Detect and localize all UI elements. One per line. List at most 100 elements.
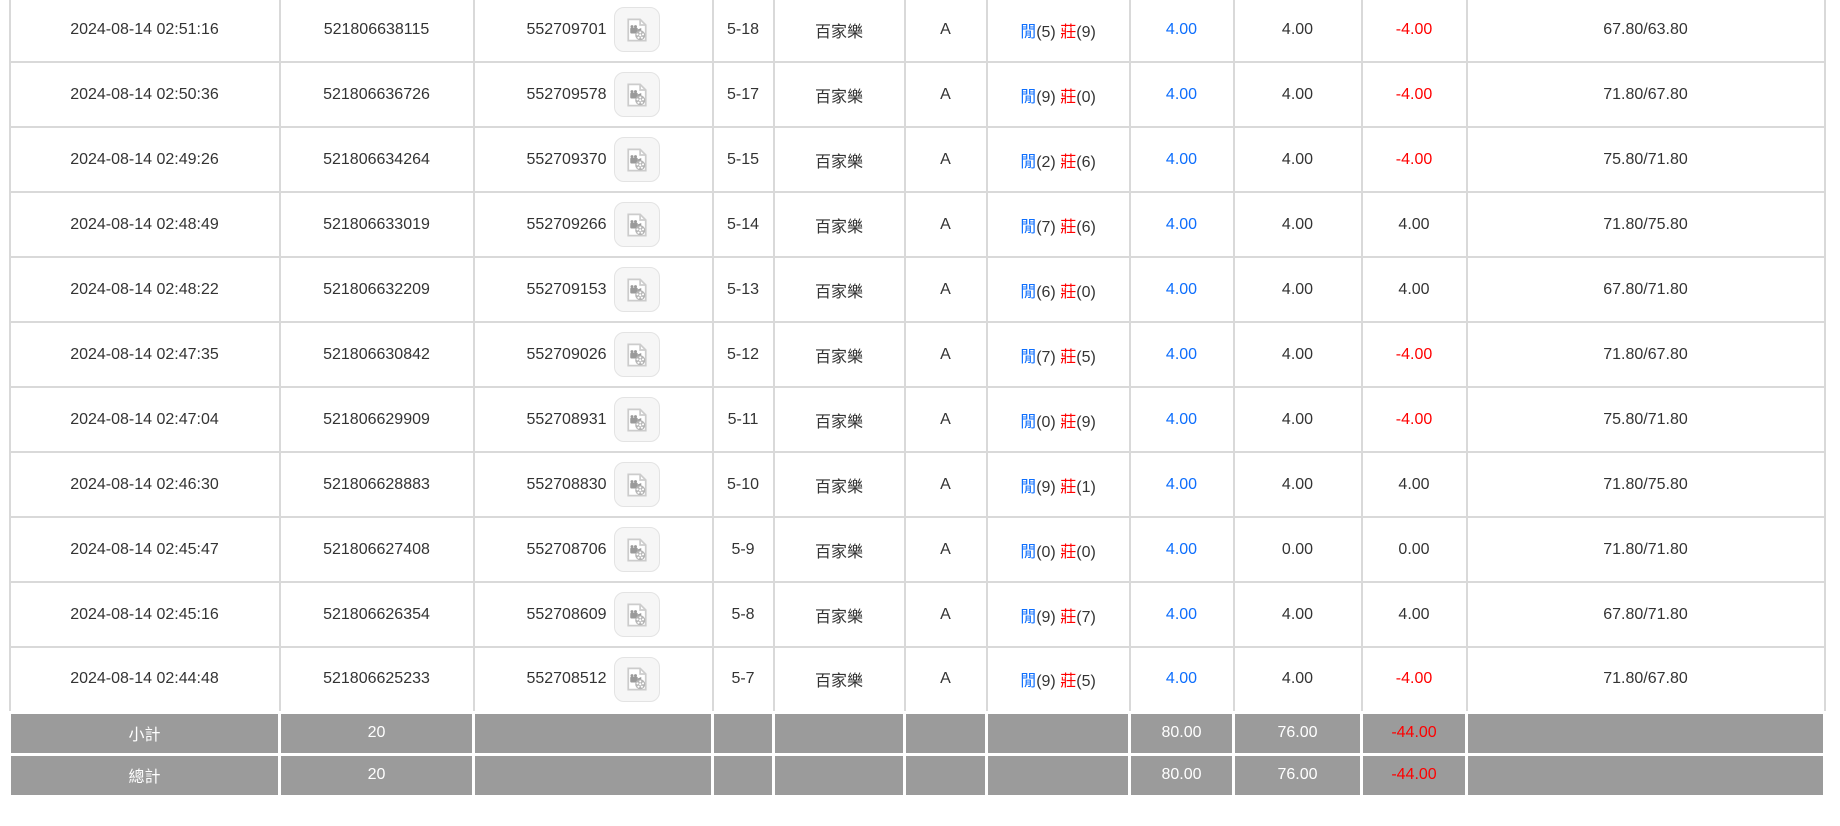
win-loss: 0.00 xyxy=(1360,516,1468,583)
valid-amount: 4.00 xyxy=(1232,581,1363,648)
game-id: 552709026 xyxy=(526,345,607,363)
game-type: 百家樂 xyxy=(772,321,906,388)
subtotal-empty-cell xyxy=(903,710,988,756)
bet-amount-cell: 4.00 xyxy=(1128,646,1235,713)
subtotal-empty-cell xyxy=(1465,710,1826,756)
round-number: 5-8 xyxy=(711,581,775,648)
game-id-cell: 552709153 xyxy=(472,256,714,323)
video-file-icon xyxy=(626,343,647,366)
total-count: 20 xyxy=(278,752,475,798)
win-loss: 4.00 xyxy=(1360,451,1468,518)
balance-before-after: 71.80/67.80 xyxy=(1465,321,1826,388)
bet-id: 521806625233 xyxy=(278,646,475,713)
valid-amount: 4.00 xyxy=(1232,61,1363,128)
subtotal-empty-cell xyxy=(711,710,775,756)
game-type: 百家樂 xyxy=(772,581,906,648)
bet-time: 2024-08-14 02:46:30 xyxy=(8,451,281,518)
player-result-score: (0) xyxy=(1036,413,1056,431)
subtotal-count: 20 xyxy=(278,710,475,756)
banker-result-score: (6) xyxy=(1076,153,1096,171)
video-file-icon xyxy=(626,473,647,496)
bet-amount-link[interactable]: 4.00 xyxy=(1165,475,1198,493)
bet-record-row: 2024-08-14 02:44:48 521806625233 5527085… xyxy=(8,646,1826,713)
bet-id: 521806632209 xyxy=(278,256,475,323)
bet-amount-cell: 4.00 xyxy=(1128,0,1235,63)
video-file-icon xyxy=(626,83,647,106)
total-win-loss: -44.00 xyxy=(1360,752,1468,798)
total-label: 總計 xyxy=(8,752,281,798)
bet-amount-link[interactable]: 4.00 xyxy=(1165,345,1198,363)
video-replay-button[interactable] xyxy=(613,202,660,247)
banker-result-score: (9) xyxy=(1076,413,1096,431)
game-result-cell: 閒(7) 莊(5) xyxy=(985,321,1131,388)
table-code: A xyxy=(903,451,988,518)
valid-amount: 4.00 xyxy=(1232,191,1363,258)
video-replay-button[interactable] xyxy=(613,656,660,702)
balance-before-after: 67.80/71.80 xyxy=(1465,581,1826,648)
player-result-score: (9) xyxy=(1036,88,1056,106)
subtotal-label: 小計 xyxy=(8,710,281,756)
bet-amount-cell: 4.00 xyxy=(1128,256,1235,323)
balance-before-after: 67.80/71.80 xyxy=(1465,256,1826,323)
video-replay-button[interactable] xyxy=(613,397,660,442)
total-empty-cell xyxy=(903,752,988,798)
bet-amount-link[interactable]: 4.00 xyxy=(1165,20,1198,38)
video-replay-button[interactable] xyxy=(613,267,660,312)
bet-amount-cell: 4.00 xyxy=(1128,386,1235,453)
bet-time: 2024-08-14 02:44:48 xyxy=(8,646,281,713)
game-result-cell: 閒(9) 莊(0) xyxy=(985,61,1131,128)
video-replay-button[interactable] xyxy=(613,332,660,377)
subtotal-valid-amount: 76.00 xyxy=(1232,710,1363,756)
bet-id: 521806630842 xyxy=(278,321,475,388)
records-summary: 小計 20 80.00 76.00 -44.00 總計 20 xyxy=(8,710,1826,798)
game-type: 百家樂 xyxy=(772,386,906,453)
win-loss: -4.00 xyxy=(1360,126,1468,193)
banker-result-score: (7) xyxy=(1076,608,1096,626)
bet-amount-link[interactable]: 4.00 xyxy=(1165,670,1198,688)
game-id: 552709701 xyxy=(526,20,607,38)
bet-amount-link[interactable]: 4.00 xyxy=(1165,605,1198,623)
balance-before-after: 71.80/75.80 xyxy=(1465,451,1826,518)
game-id: 552709266 xyxy=(526,215,607,233)
bet-amount-link[interactable]: 4.00 xyxy=(1165,280,1198,298)
player-result-label: 閒 xyxy=(1020,88,1037,106)
player-result-label: 閒 xyxy=(1020,218,1037,236)
bet-amount-link[interactable]: 4.00 xyxy=(1165,150,1198,168)
video-file-icon xyxy=(626,278,647,301)
bet-id: 521806626354 xyxy=(278,581,475,648)
bet-time: 2024-08-14 02:48:22 xyxy=(8,256,281,323)
total-empty-cell xyxy=(985,752,1131,798)
bet-amount-link[interactable]: 4.00 xyxy=(1165,540,1198,558)
valid-amount: 0.00 xyxy=(1232,516,1363,583)
game-id: 552708830 xyxy=(526,475,607,493)
banker-result-label: 莊 xyxy=(1060,218,1077,236)
game-result-cell: 閒(0) 莊(0) xyxy=(985,516,1131,583)
banker-result-score: (9) xyxy=(1076,23,1096,41)
total-empty-cell xyxy=(711,752,775,798)
table-code: A xyxy=(903,191,988,258)
bet-amount-cell: 4.00 xyxy=(1128,451,1235,518)
video-replay-button[interactable] xyxy=(613,7,660,52)
video-file-icon xyxy=(626,148,647,171)
banker-result-label: 莊 xyxy=(1060,673,1077,691)
bet-amount-link[interactable]: 4.00 xyxy=(1165,410,1198,428)
valid-amount: 4.00 xyxy=(1232,386,1363,453)
bet-record-row: 2024-08-14 02:51:16 521806638115 5527097… xyxy=(8,0,1826,63)
bet-time: 2024-08-14 02:49:26 xyxy=(8,126,281,193)
video-replay-button[interactable] xyxy=(613,527,660,572)
balance-before-after: 75.80/71.80 xyxy=(1465,126,1826,193)
banker-result-label: 莊 xyxy=(1060,413,1077,431)
bet-amount-link[interactable]: 4.00 xyxy=(1165,85,1198,103)
video-replay-button[interactable] xyxy=(613,592,660,637)
bet-record-row: 2024-08-14 02:46:30 521806628883 5527088… xyxy=(8,451,1826,518)
video-file-icon xyxy=(626,667,647,691)
video-replay-button[interactable] xyxy=(613,72,660,117)
bet-amount-cell: 4.00 xyxy=(1128,581,1235,648)
video-replay-button[interactable] xyxy=(613,462,660,507)
win-loss: 4.00 xyxy=(1360,191,1468,258)
table-code: A xyxy=(903,581,988,648)
bet-records-table: 2024-08-14 02:51:16 521806638115 5527097… xyxy=(8,0,1826,798)
bet-amount-link[interactable]: 4.00 xyxy=(1165,215,1198,233)
video-replay-button[interactable] xyxy=(613,137,660,182)
bet-record-row: 2024-08-14 02:48:22 521806632209 5527091… xyxy=(8,256,1826,323)
